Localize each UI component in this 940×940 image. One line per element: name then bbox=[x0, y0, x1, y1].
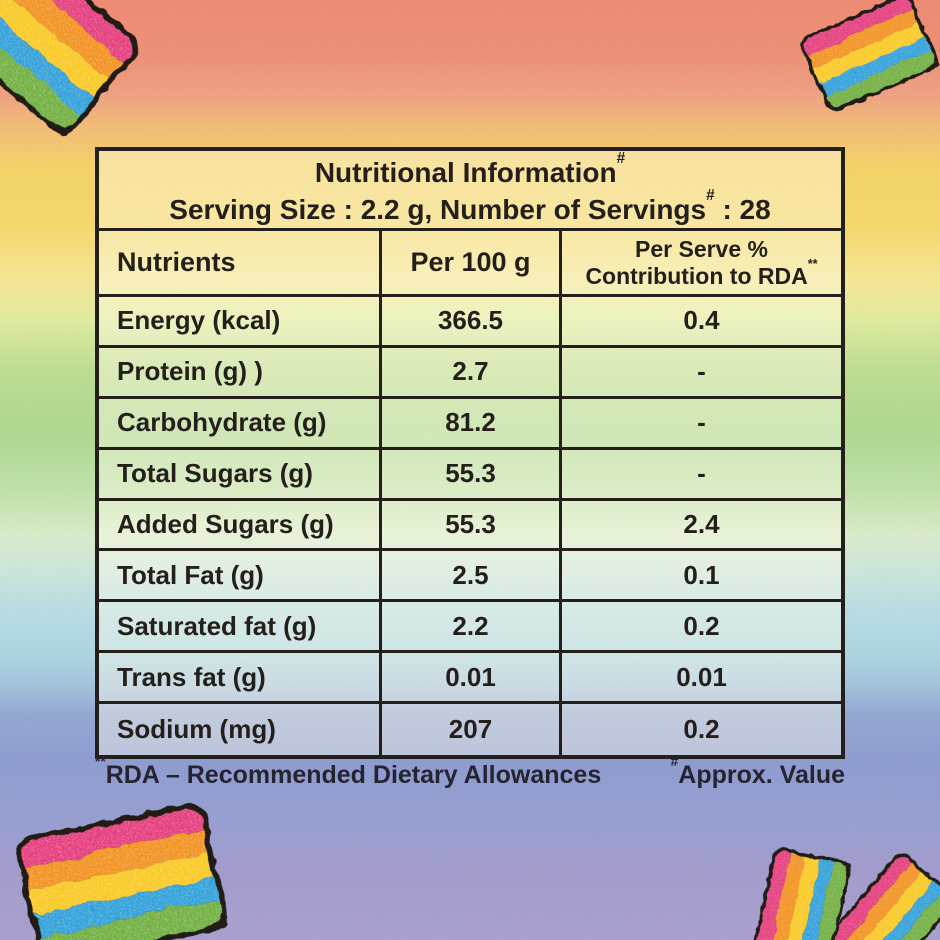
per-serve-value: 0.2 bbox=[562, 602, 841, 654]
per-100g-value: 0.01 bbox=[382, 653, 562, 704]
per-100g-value: 2.2 bbox=[382, 602, 562, 654]
nutrient-name: Total Sugars (g) bbox=[99, 449, 382, 501]
nutrition-table-panel: Nutritional Information# Serving Size : … bbox=[95, 147, 845, 759]
nutrient-name: Energy (kcal) bbox=[99, 297, 382, 348]
table-title: Nutritional Information# Serving Size : … bbox=[99, 151, 841, 231]
nutrient-name: Added Sugars (g) bbox=[99, 500, 382, 552]
col-header-per-serve: Per Serve % Contribution to RDA** bbox=[562, 231, 841, 297]
per-100g-value: 2.7 bbox=[382, 347, 562, 399]
table-row: Total Fat (g) 2.5 0.1 bbox=[99, 551, 841, 603]
footnote-approx-value: #Approx. Value bbox=[670, 754, 845, 789]
col-header-nutrients: Nutrients bbox=[99, 231, 382, 297]
per-serve-value: 0.1 bbox=[562, 551, 841, 603]
per-100g-value: 55.3 bbox=[382, 449, 562, 501]
nutrient-name: Protein (g) ) bbox=[99, 347, 382, 399]
serving-line: Serving Size : 2.2 g, Number of Servings… bbox=[169, 186, 771, 225]
per-100g-value: 2.5 bbox=[382, 551, 562, 603]
per-100g-value: 366.5 bbox=[382, 297, 562, 348]
footnote-rda: **RDA – Recommended Dietary Allowances bbox=[95, 754, 602, 789]
per-serve-value: - bbox=[562, 399, 841, 450]
table-row: Carbohydrate (g) 81.2- bbox=[99, 398, 841, 450]
per-100g-value: 81.2 bbox=[382, 398, 562, 450]
nutrient-name: Sodium (mg) bbox=[99, 704, 382, 755]
table-row: Protein (g) ) 2.7- bbox=[99, 347, 841, 399]
per-serve-value: 0.2 bbox=[683, 714, 720, 744]
col-header-per-100g: Per 100 g bbox=[382, 231, 562, 297]
per-serve-value: 0.01 bbox=[562, 653, 841, 704]
table-row: Total Sugars (g) 55.3- bbox=[99, 449, 841, 501]
nutrient-name: Saturated fat (g) bbox=[99, 602, 382, 654]
footnotes: **RDA – Recommended Dietary Allowances #… bbox=[95, 754, 845, 790]
nutrient-name: Carbohydrate (g) bbox=[99, 398, 382, 450]
nutrition-table: Nutritional Information# Serving Size : … bbox=[99, 151, 841, 755]
per-serve-value: - bbox=[562, 348, 841, 399]
table-row: Saturated fat (g) 2.2 0.2 bbox=[99, 602, 841, 654]
nutrient-name: Total Fat (g) bbox=[99, 551, 382, 603]
table-row: Energy (kcal) 366.5 0.4 bbox=[99, 297, 841, 348]
table-row: Trans fat (g) 0.01 0.01 bbox=[99, 653, 841, 704]
per-serve-value: 0.4 bbox=[562, 297, 841, 348]
title-line: Nutritional Information# bbox=[314, 149, 626, 188]
per-100g-value: 207 bbox=[382, 704, 562, 755]
per-serve-value: 2.4 bbox=[562, 501, 841, 552]
per-serve-value: - bbox=[562, 450, 841, 501]
table-row: Sodium (mg) 207 0.2 bbox=[99, 704, 841, 755]
per-100g-value: 55.3 bbox=[382, 500, 562, 552]
nutrient-name: Trans fat (g) bbox=[99, 653, 382, 704]
table-row: Added Sugars (g) 55.3 2.4 bbox=[99, 500, 841, 552]
